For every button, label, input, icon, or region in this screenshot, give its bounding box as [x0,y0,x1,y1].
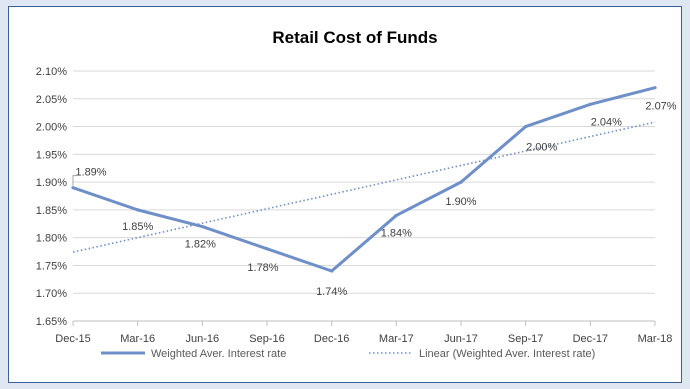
y-axis-ticks: 1.65% 1.70% 1.75% 1.80% 1.85% 1.90% 1.95% 2.00%… [36,66,67,328]
data-point [653,86,657,90]
data-labels: 1.89% 1.85% 1.82% 1.78% 1.74% 1.84% 1.90% 2.00%… [72,101,677,298]
data-label: 2.04% [591,116,622,128]
data-label: 1.74% [316,286,347,298]
x-tick-label: Jun-16 [186,333,220,345]
y-tick-label: 2.00% [36,122,67,134]
y-tick-label: 1.90% [36,177,67,189]
data-label: 1.84% [381,227,412,239]
leader-line [72,175,77,186]
data-point [136,208,140,212]
x-tick-label: Dec-15 [55,333,90,345]
y-tick-label: 1.95% [36,149,67,161]
data-point [330,269,334,273]
data-label: 1.85% [122,221,153,233]
legend-label-trend: Linear (Weighted Aver. Interest rate) [419,348,595,360]
x-tick-label: Dec-16 [314,333,349,345]
x-axis-ticks: Dec-15 Mar-16 Jun-16 Sep-16 Dec-16 Mar-17 Jun-… [55,321,672,345]
x-tick-label: Mar-16 [120,333,155,345]
data-label: 1.89% [75,167,106,179]
data-label: 2.00% [526,142,557,154]
data-point [524,124,528,129]
y-tick-label: 2.10% [36,66,67,78]
data-label: 1.78% [247,262,278,274]
y-tick-label: 1.75% [36,260,67,272]
data-point [459,180,463,184]
data-label: 1.90% [445,196,476,208]
y-tick-label: 1.65% [36,316,67,328]
series-line [72,86,656,273]
x-tick-label: Sep-16 [249,333,284,345]
data-point [265,247,269,251]
series-lines [71,86,657,273]
data-label: 2.07% [645,101,676,113]
data-point [588,102,592,106]
x-tick-label: Mar-17 [379,333,414,345]
chart-title: Retail Cost of Funds [272,28,437,47]
x-tick-label: Mar-18 [638,333,673,345]
line-chart: Retail Cost of Funds 1.65% 1.70% 1.75% 1.80… [36,28,677,360]
y-tick-label: 1.80% [36,233,67,245]
x-tick-label: Sep-17 [508,333,543,345]
legend-label-series: Weighted Aver. Interest rate [151,348,286,360]
data-label: 1.82% [185,239,216,251]
x-tick-label: Dec-17 [573,333,608,345]
chart-frame: Retail Cost of Funds 1.65% 1.70% 1.75% 1.80… [8,6,682,383]
y-tick-label: 1.85% [36,205,67,217]
y-tick-label: 2.05% [36,94,67,106]
data-point [71,186,75,190]
grid-lines [73,70,655,322]
x-tick-label: Jun-17 [444,333,478,345]
data-point [394,213,398,218]
trendline [72,121,656,253]
y-tick-label: 1.70% [36,288,67,300]
data-point [200,224,204,229]
legend: Weighted Aver. Interest rate Linear (Weig… [101,348,595,360]
